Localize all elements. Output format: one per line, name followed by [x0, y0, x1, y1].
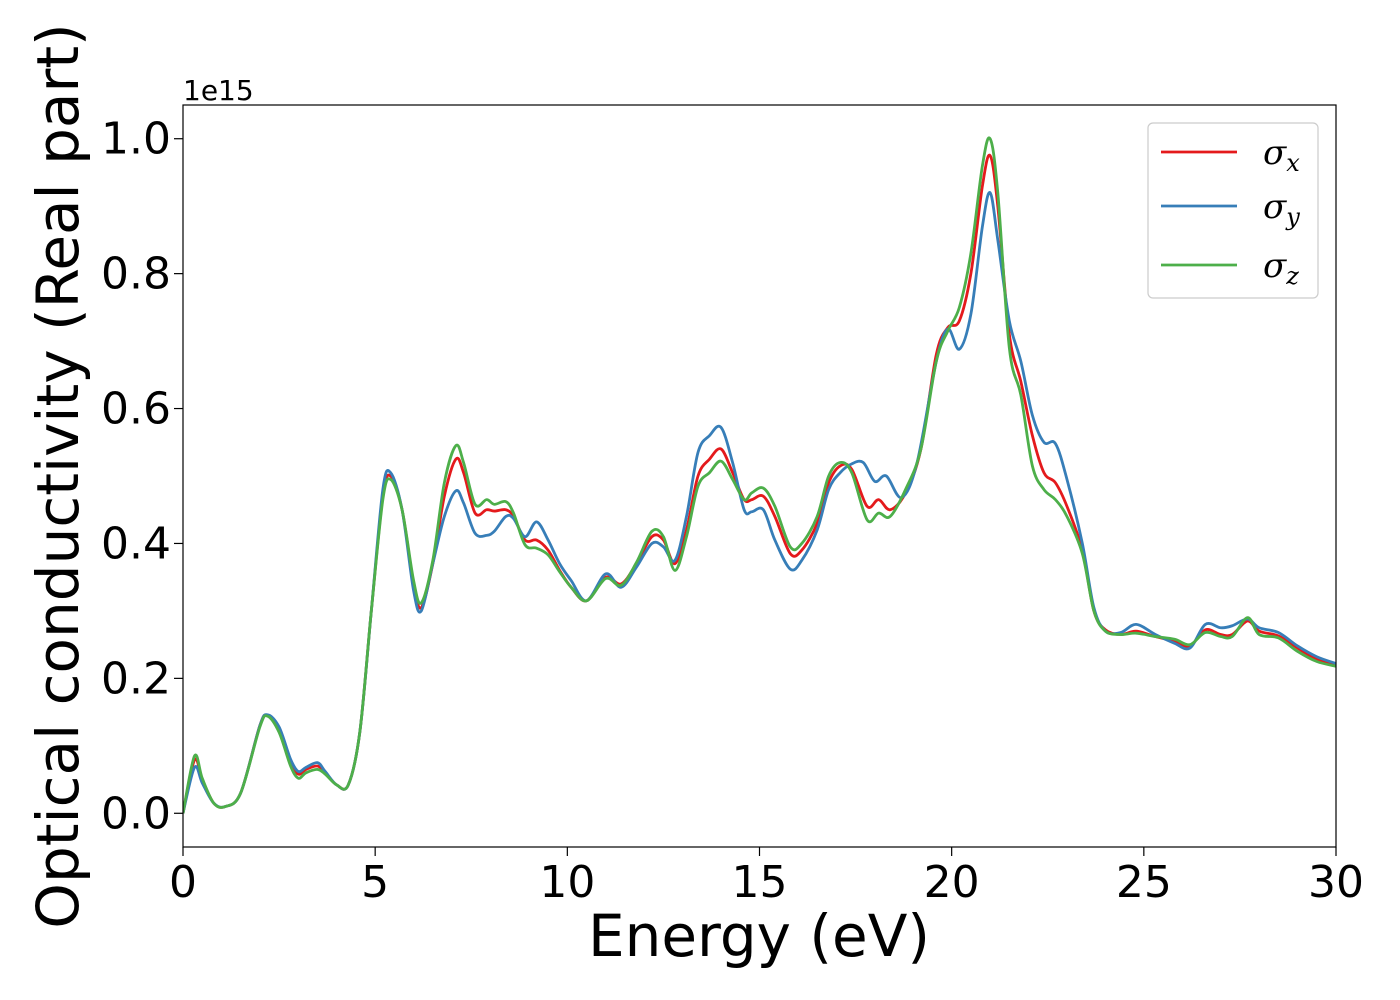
- x-tick-label: 10: [539, 857, 595, 908]
- x-axis: 0 5 10 15 20 25 30: [169, 847, 1364, 908]
- x-tick-label: 25: [1116, 857, 1172, 908]
- x-tick-label: 5: [361, 857, 389, 908]
- y-axis: 0.0 0.2 0.4 0.6 0.8 1.0: [101, 114, 183, 839]
- x-tick-label: 0: [169, 857, 197, 908]
- y-axis-title: Optical conductivity (Real part): [24, 23, 92, 928]
- y-tick-label: 0.0: [101, 788, 171, 839]
- plot-lines: [183, 136, 1336, 814]
- y-tick-label: 0.4: [101, 518, 171, 569]
- y-offset-label: 1e15: [183, 74, 254, 107]
- series-line-z: [183, 136, 1336, 814]
- y-tick-label: 0.2: [101, 653, 171, 704]
- y-tick-label: 0.6: [101, 384, 171, 435]
- legend-box: [1147, 122, 1319, 299]
- x-tick-label: 30: [1308, 857, 1364, 908]
- y-tick-label: 0.8: [101, 249, 171, 300]
- x-axis-title: Energy (eV): [588, 902, 930, 970]
- x-tick-label: 20: [924, 857, 980, 908]
- x-tick-label: 15: [732, 857, 788, 908]
- y-tick-label: 1.0: [101, 114, 171, 165]
